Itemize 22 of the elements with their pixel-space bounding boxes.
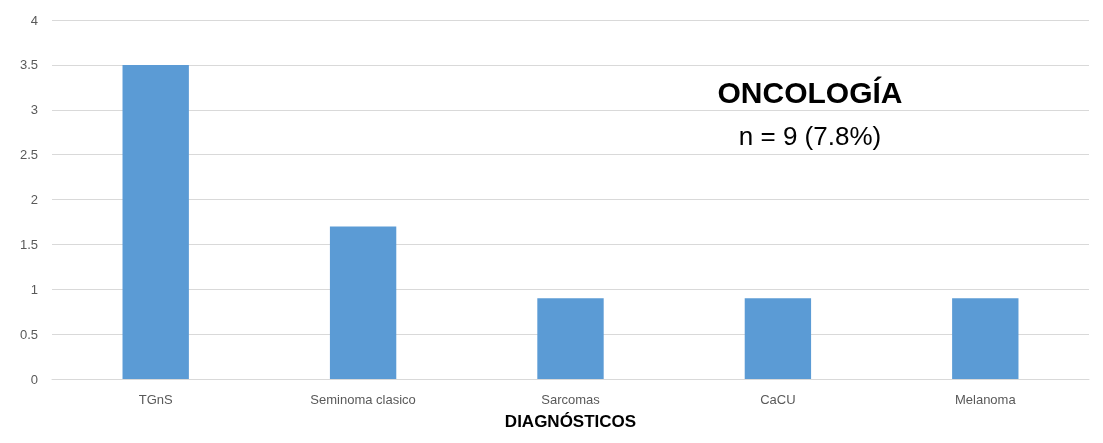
y-tick-label: 2: [30, 192, 38, 207]
y-tick-label: 1.5: [19, 236, 38, 252]
text: ONCOLOGÍA: [717, 75, 903, 109]
bar: [122, 64, 189, 379]
bar: [744, 298, 812, 379]
bar: [537, 298, 604, 379]
x-tick-label: Sarcomas: [541, 392, 601, 407]
x-tick-label: Melanoma: [954, 392, 1017, 407]
x-axis-title: DIAGNÓSTICOS: [504, 412, 637, 431]
y-tick-label: 4: [30, 12, 38, 28]
text: n = 9 (7.8%): [738, 121, 882, 151]
x-tick-label: CaCU: [760, 392, 796, 407]
y-tick-label: 0: [30, 371, 38, 387]
bar: [952, 298, 1019, 379]
bar: [329, 226, 397, 379]
x-tick-label: TGnS: [138, 392, 173, 407]
x-tick-label: Seminoma clasico: [310, 392, 416, 407]
y-tick-label: 1: [30, 281, 38, 297]
y-tick-label: 3: [30, 102, 38, 118]
y-tick-label: 0.5: [19, 326, 38, 342]
y-tick-label: 2.5: [19, 147, 38, 163]
y-tick-label: 3.5: [19, 57, 38, 73]
